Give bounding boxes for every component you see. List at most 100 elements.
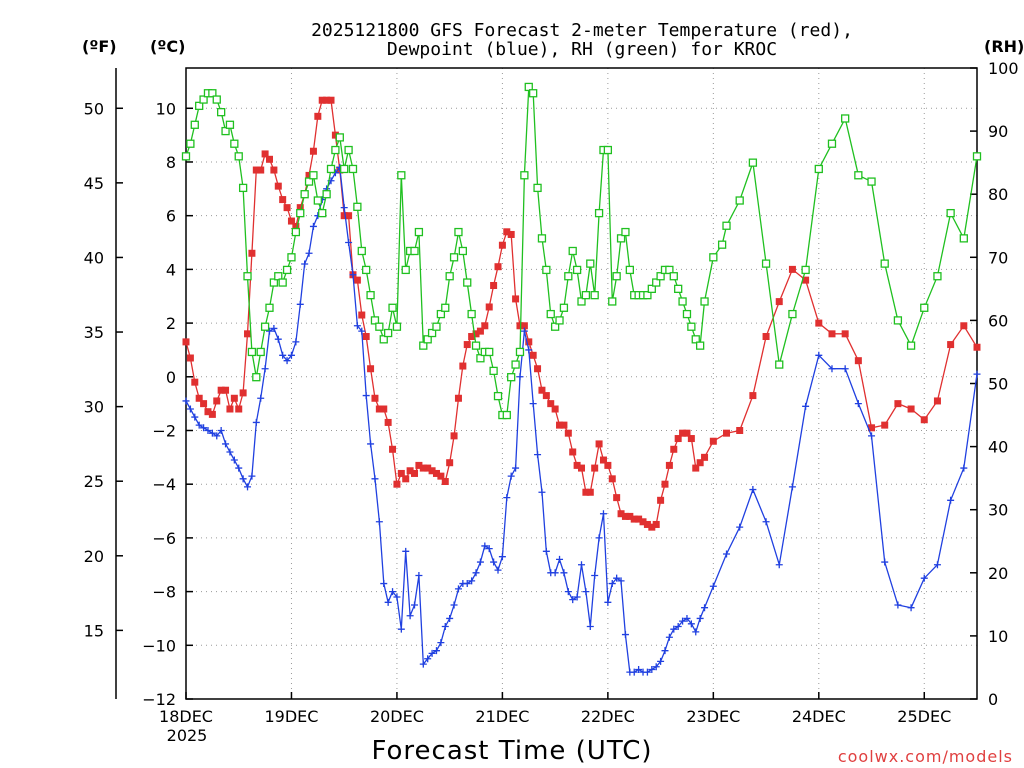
dewpoint-point: [542, 547, 550, 555]
temperature-point: [424, 464, 432, 472]
fahrenheit-tick-label: 15: [84, 621, 104, 640]
relative-humidity-point: [550, 322, 560, 331]
relative-humidity-point: [515, 347, 525, 357]
relative-humidity-point: [801, 265, 810, 275]
dewpoint-point: [437, 639, 445, 647]
temperature-point: [380, 405, 388, 413]
temperature-point: [345, 212, 353, 220]
dewpoint-series: [182, 163, 981, 676]
rh-tick-label: 50: [988, 375, 1008, 394]
relative-humidity-point: [687, 322, 696, 331]
relative-humidity-point: [436, 309, 446, 319]
dewpoint-point: [195, 421, 203, 429]
relative-humidity-point: [265, 303, 274, 312]
temperature-point: [516, 322, 524, 330]
dewpoint-point: [257, 394, 265, 402]
relative-humidity-point: [287, 253, 296, 262]
temperature-point: [679, 429, 687, 437]
temperature-point: [507, 230, 515, 238]
relative-humidity-point: [366, 291, 375, 300]
temperature-point: [446, 459, 454, 467]
dewpoint-point: [657, 657, 665, 665]
temperature-point: [292, 222, 300, 230]
dewpoint-point: [503, 494, 511, 502]
relative-humidity-point: [946, 208, 955, 218]
grid-lines: [186, 68, 977, 699]
temperature-point: [907, 405, 915, 413]
dewpoint-point: [604, 598, 612, 606]
temperature-point: [547, 400, 555, 408]
relative-humidity-point: [827, 139, 837, 148]
relative-humidity-point: [375, 322, 384, 331]
temperature-point: [367, 365, 375, 373]
relative-humidity-point: [761, 259, 771, 268]
dewpoint-point: [665, 633, 673, 641]
temperature-point: [244, 330, 252, 338]
relative-humidity-point: [542, 265, 551, 275]
relative-humidity-point: [735, 196, 744, 205]
plot-frame: [185, 67, 978, 700]
dewpoint-point: [692, 628, 700, 636]
relative-humidity-point: [608, 297, 617, 306]
rh-tick-label: 30: [988, 501, 1008, 520]
relative-humidity-point: [234, 152, 243, 161]
relative-humidity-point: [340, 164, 349, 174]
temperature-point: [564, 429, 572, 437]
temperature-point: [542, 392, 550, 400]
relative-humidity-point: [678, 297, 687, 306]
relative-humidity-point: [217, 108, 226, 117]
dewpoint-point: [854, 400, 862, 408]
relative-humidity-point: [348, 164, 358, 174]
relative-humidity-point: [709, 253, 718, 262]
relative-humidity-point: [476, 354, 485, 363]
dewpoint-point: [454, 585, 462, 593]
relative-humidity-point: [959, 234, 968, 243]
dewpoint-point: [279, 351, 287, 359]
relative-humidity-point: [186, 139, 195, 148]
dewpoint-point: [516, 373, 524, 381]
dewpoint-point: [411, 601, 419, 609]
dewpoint-point: [186, 405, 194, 413]
dewpoint-point: [389, 588, 397, 596]
temperature-point: [841, 330, 849, 338]
relative-humidity-point: [502, 410, 511, 420]
temperature-point: [661, 480, 669, 488]
temperature-point: [674, 435, 682, 443]
temperature-point: [687, 435, 695, 443]
relative-humidity-point: [577, 297, 586, 306]
dewpoint-point: [375, 518, 383, 526]
temperature-point: [305, 171, 313, 179]
dewpoint-point: [213, 432, 221, 440]
relative-humidity-point: [379, 335, 388, 344]
temperature-point: [213, 397, 221, 405]
temperature-point: [476, 327, 484, 335]
relative-humidity-point: [427, 328, 437, 338]
fahrenheit-tick-label: 50: [84, 99, 104, 118]
temperature-point: [270, 166, 278, 174]
temperature-point: [692, 464, 700, 472]
temperature-point: [419, 464, 427, 472]
temperature-point: [599, 456, 607, 464]
chart-title-line1: 2025121800 GFS Forecast 2-meter Temperat…: [311, 20, 853, 41]
temperature-point: [652, 520, 660, 528]
temperature-point: [591, 464, 599, 472]
relative-humidity-point: [300, 190, 309, 199]
dewpoint-point: [920, 574, 928, 582]
temperature-point: [463, 341, 471, 349]
dewpoint-point: [301, 260, 309, 268]
temperature-point: [318, 96, 326, 104]
relative-humidity-point: [529, 89, 538, 98]
dewpoint-point: [775, 561, 783, 569]
temperature-series: [182, 96, 981, 531]
fahrenheit-tick-label: 30: [84, 398, 104, 417]
relative-humidity-point: [748, 158, 758, 167]
dewpoint-point: [283, 357, 291, 365]
temperature-point: [279, 196, 287, 204]
dewpoint-point: [463, 580, 471, 588]
x-year-label: 2025: [167, 726, 208, 745]
temperature-point: [854, 357, 862, 365]
celsius-tick-label: −6: [152, 529, 176, 548]
dewpoint-point: [736, 523, 744, 531]
dewpoint-point: [204, 426, 212, 434]
